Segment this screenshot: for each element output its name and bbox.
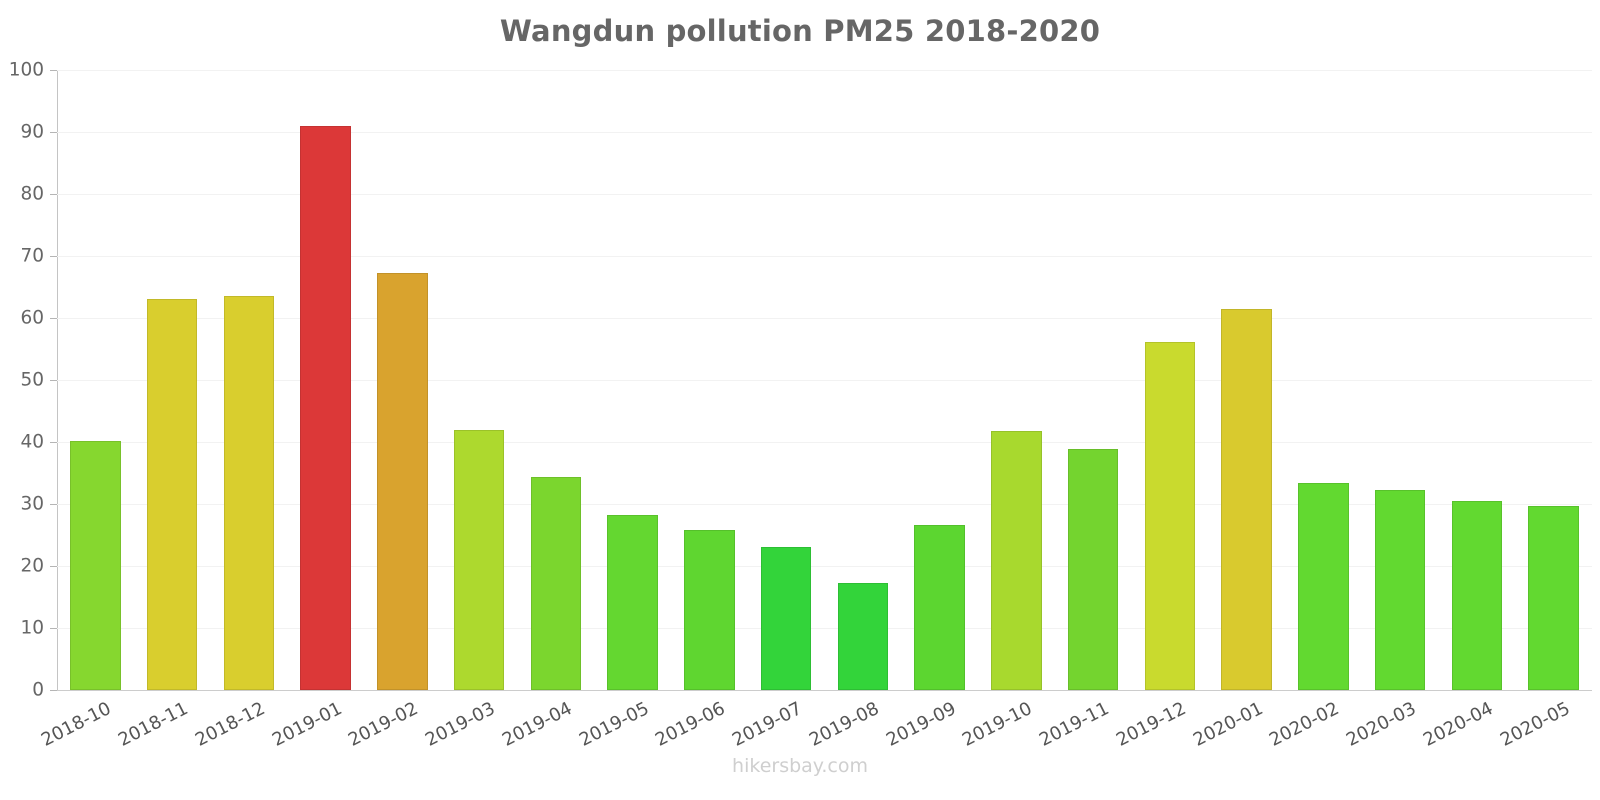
- bar[interactable]: [146, 298, 198, 690]
- bar[interactable]: [1528, 506, 1579, 690]
- bar[interactable]: [453, 429, 505, 690]
- gridline-80: [57, 194, 1592, 195]
- footer-credit: hikersbay.com: [732, 755, 868, 777]
- y-tick-label: 30: [20, 493, 44, 515]
- gridline-0: [57, 690, 1592, 691]
- y-tick-mark: [50, 70, 57, 71]
- y-tick-mark: [50, 504, 57, 505]
- y-tick-mark: [50, 256, 57, 257]
- y-tick-label: 70: [20, 245, 44, 267]
- y-tick-mark: [50, 318, 57, 319]
- bar[interactable]: [300, 126, 351, 690]
- bar[interactable]: [1067, 448, 1119, 690]
- y-tick-label: 60: [20, 307, 44, 329]
- gridline-30: [57, 504, 1592, 505]
- bar[interactable]: [377, 273, 428, 690]
- y-tick-label: 90: [20, 121, 44, 143]
- bar[interactable]: [530, 476, 582, 690]
- y-tick-label: 40: [20, 431, 44, 453]
- bar[interactable]: [684, 530, 735, 690]
- y-tick-mark: [50, 132, 57, 133]
- bar[interactable]: [991, 430, 1042, 690]
- y-tick-mark: [50, 690, 57, 691]
- y-tick-label: 100: [8, 59, 44, 81]
- chart-title: Wangdun pollution PM25 2018-2020: [499, 14, 1101, 48]
- y-tick-mark: [50, 566, 57, 567]
- gridline-90: [57, 132, 1592, 133]
- bar[interactable]: [1374, 489, 1426, 690]
- y-tick-mark: [50, 380, 57, 381]
- y-tick-label: 0: [32, 679, 44, 701]
- plot-area: [57, 70, 1592, 691]
- bar[interactable]: [914, 525, 965, 690]
- gridline-100: [57, 70, 1592, 71]
- bar[interactable]: [1144, 341, 1196, 690]
- gridline-70: [57, 256, 1592, 257]
- y-tick-label: 50: [20, 369, 44, 391]
- y-tick-label: 20: [20, 555, 44, 577]
- bar[interactable]: [70, 441, 121, 690]
- bar[interactable]: [1221, 309, 1272, 690]
- bar[interactable]: [1298, 482, 1349, 690]
- gridline-50: [57, 380, 1592, 381]
- bar[interactable]: [837, 582, 889, 690]
- gridline-40: [57, 442, 1592, 443]
- y-tick-mark: [50, 628, 57, 629]
- gridline-10: [57, 628, 1592, 629]
- y-tick-mark: [50, 442, 57, 443]
- y-tick-label: 80: [20, 183, 44, 205]
- gridline-60: [57, 318, 1592, 319]
- bar[interactable]: [607, 514, 658, 690]
- y-tick-mark: [50, 194, 57, 195]
- y-tick-label: 10: [20, 617, 44, 639]
- gridline-20: [57, 566, 1592, 567]
- bar[interactable]: [1451, 500, 1503, 690]
- bar[interactable]: [760, 546, 812, 690]
- bar[interactable]: [223, 296, 275, 690]
